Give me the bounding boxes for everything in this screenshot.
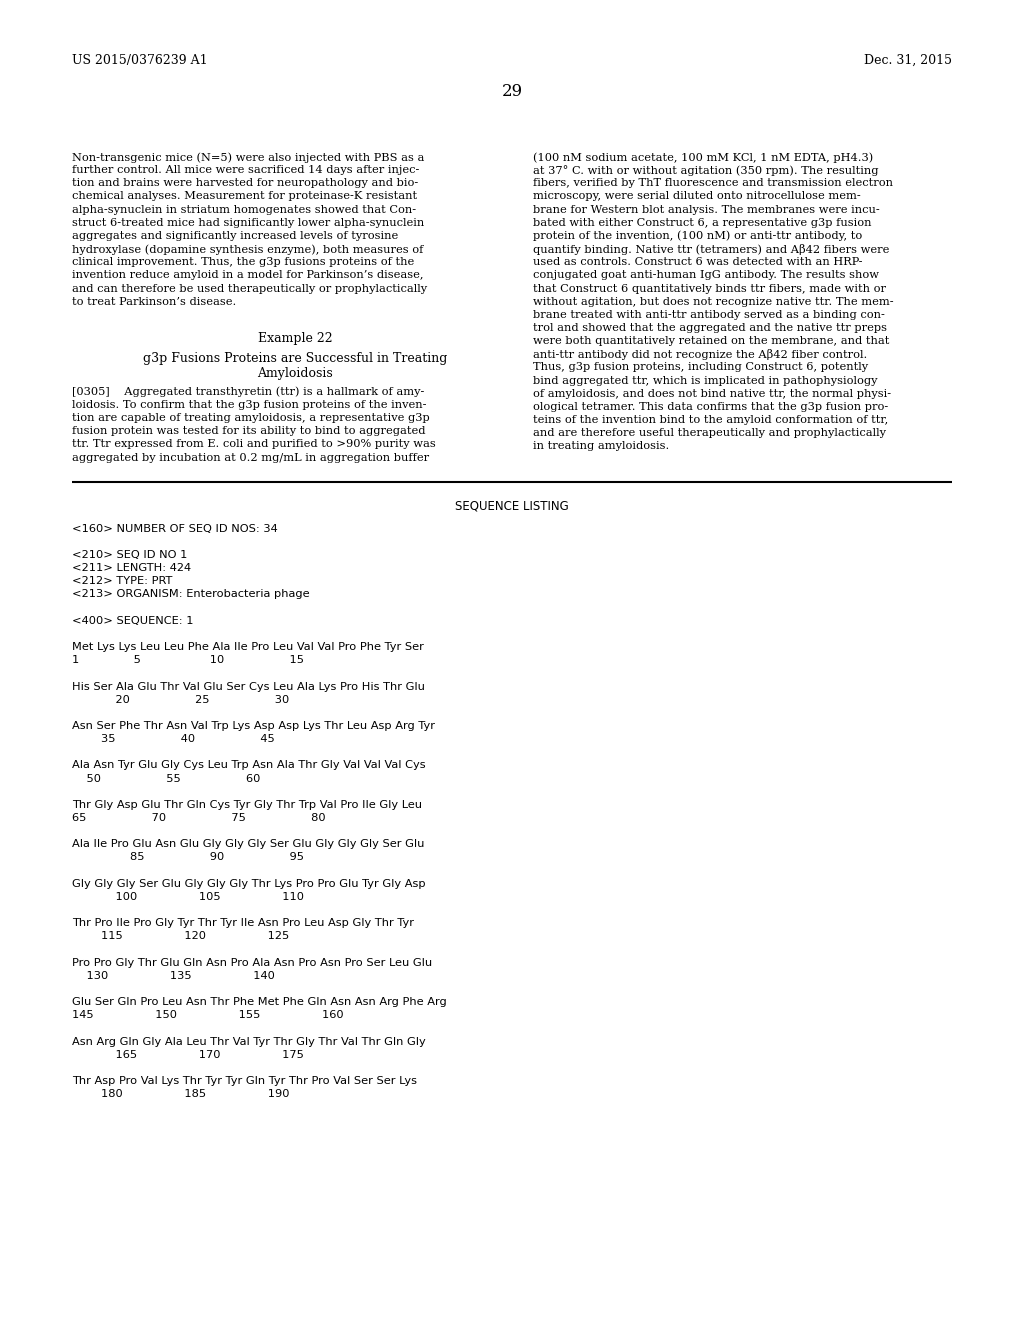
Text: <213> ORGANISM: Enterobacteria phage: <213> ORGANISM: Enterobacteria phage [72, 590, 309, 599]
Text: aggregated by incubation at 0.2 mg/mL in aggregation buffer: aggregated by incubation at 0.2 mg/mL in… [72, 453, 429, 462]
Text: ttr. Ttr expressed from E. coli and purified to >90% purity was: ttr. Ttr expressed from E. coli and puri… [72, 440, 436, 449]
Text: struct 6-treated mice had significantly lower alpha-synuclein: struct 6-treated mice had significantly … [72, 218, 424, 228]
Text: Amyloidosis: Amyloidosis [257, 367, 333, 380]
Text: Asn Ser Phe Thr Asn Val Trp Lys Asp Asp Lys Thr Leu Asp Arg Tyr: Asn Ser Phe Thr Asn Val Trp Lys Asp Asp … [72, 721, 435, 731]
Text: tion and brains were harvested for neuropathology and bio-: tion and brains were harvested for neuro… [72, 178, 418, 189]
Text: Thr Asp Pro Val Lys Thr Tyr Tyr Gln Tyr Thr Pro Val Ser Ser Lys: Thr Asp Pro Val Lys Thr Tyr Tyr Gln Tyr … [72, 1076, 417, 1086]
Text: Asn Arg Gln Gly Ala Leu Thr Val Tyr Thr Gly Thr Val Thr Gln Gly: Asn Arg Gln Gly Ala Leu Thr Val Tyr Thr … [72, 1036, 426, 1047]
Text: fusion protein was tested for its ability to bind to aggregated: fusion protein was tested for its abilit… [72, 426, 426, 436]
Text: invention reduce amyloid in a model for Parkinson’s disease,: invention reduce amyloid in a model for … [72, 271, 424, 280]
Text: fibers, verified by ThT fluorescence and transmission electron: fibers, verified by ThT fluorescence and… [534, 178, 893, 189]
Text: Thus, g3p fusion proteins, including Construct 6, potently: Thus, g3p fusion proteins, including Con… [534, 363, 868, 372]
Text: further control. All mice were sacrificed 14 days after injec-: further control. All mice were sacrifice… [72, 165, 420, 176]
Text: clinical improvement. Thus, the g3p fusions proteins of the: clinical improvement. Thus, the g3p fusi… [72, 257, 415, 267]
Text: chemical analyses. Measurement for proteinase-K resistant: chemical analyses. Measurement for prote… [72, 191, 417, 202]
Text: g3p Fusions Proteins are Successful in Treating: g3p Fusions Proteins are Successful in T… [142, 352, 447, 364]
Text: <160> NUMBER OF SEQ ID NOS: 34: <160> NUMBER OF SEQ ID NOS: 34 [72, 524, 278, 533]
Text: of amyloidosis, and does not bind native ttr, the normal physi-: of amyloidosis, and does not bind native… [534, 388, 891, 399]
Text: were both quantitatively retained on the membrane, and that: were both quantitatively retained on the… [534, 337, 890, 346]
Text: Gly Gly Gly Ser Glu Gly Gly Gly Thr Lys Pro Pro Glu Tyr Gly Asp: Gly Gly Gly Ser Glu Gly Gly Gly Thr Lys … [72, 879, 426, 888]
Text: in treating amyloidosis.: in treating amyloidosis. [534, 441, 670, 451]
Text: protein of the invention, (100 nM) or anti-ttr antibody, to: protein of the invention, (100 nM) or an… [534, 231, 862, 242]
Text: 65                  70                  75                  80: 65 70 75 80 [72, 813, 326, 822]
Text: bind aggregated ttr, which is implicated in pathophysiology: bind aggregated ttr, which is implicated… [534, 376, 878, 385]
Text: Pro Pro Gly Thr Glu Gln Asn Pro Ala Asn Pro Asn Pro Ser Leu Glu: Pro Pro Gly Thr Glu Gln Asn Pro Ala Asn … [72, 957, 432, 968]
Text: teins of the invention bind to the amyloid conformation of ttr,: teins of the invention bind to the amylo… [534, 414, 888, 425]
Text: Glu Ser Gln Pro Leu Asn Thr Phe Met Phe Gln Asn Asn Arg Phe Arg: Glu Ser Gln Pro Leu Asn Thr Phe Met Phe … [72, 997, 446, 1007]
Text: 85                  90                  95: 85 90 95 [72, 853, 304, 862]
Text: Thr Pro Ile Pro Gly Tyr Thr Tyr Ile Asn Pro Leu Asp Gly Thr Tyr: Thr Pro Ile Pro Gly Tyr Thr Tyr Ile Asn … [72, 919, 414, 928]
Text: 35                  40                  45: 35 40 45 [72, 734, 274, 744]
Text: Non-transgenic mice (N=5) were also injected with PBS as a: Non-transgenic mice (N=5) were also inje… [72, 152, 424, 162]
Text: 50                  55                  60: 50 55 60 [72, 774, 260, 784]
Text: Met Lys Lys Leu Leu Phe Ala Ile Pro Leu Val Val Pro Phe Tyr Ser: Met Lys Lys Leu Leu Phe Ala Ile Pro Leu … [72, 642, 424, 652]
Text: alpha-synuclein in striatum homogenates showed that Con-: alpha-synuclein in striatum homogenates … [72, 205, 416, 215]
Text: 130                 135                 140: 130 135 140 [72, 970, 274, 981]
Text: trol and showed that the aggregated and the native ttr preps: trol and showed that the aggregated and … [534, 323, 887, 333]
Text: <211> LENGTH: 424: <211> LENGTH: 424 [72, 564, 191, 573]
Text: at 37° C. with or without agitation (350 rpm). The resulting: at 37° C. with or without agitation (350… [534, 165, 879, 176]
Text: quantify binding. Native ttr (tetramers) and Aβ42 fibers were: quantify binding. Native ttr (tetramers)… [534, 244, 890, 255]
Text: (100 nM sodium acetate, 100 mM KCl, 1 nM EDTA, pH4.3): (100 nM sodium acetate, 100 mM KCl, 1 nM… [534, 152, 873, 162]
Text: conjugated goat anti-human IgG antibody. The results show: conjugated goat anti-human IgG antibody.… [534, 271, 879, 280]
Text: <212> TYPE: PRT: <212> TYPE: PRT [72, 577, 172, 586]
Text: aggregates and significantly increased levels of tyrosine: aggregates and significantly increased l… [72, 231, 398, 242]
Text: ological tetramer. This data confirms that the g3p fusion pro-: ological tetramer. This data confirms th… [534, 401, 888, 412]
Text: to treat Parkinson’s disease.: to treat Parkinson’s disease. [72, 297, 237, 306]
Text: <210> SEQ ID NO 1: <210> SEQ ID NO 1 [72, 550, 187, 560]
Text: 20                  25                  30: 20 25 30 [72, 694, 289, 705]
Text: microscopy, were serial diluted onto nitrocellulose mem-: microscopy, were serial diluted onto nit… [534, 191, 861, 202]
Text: loidosis. To confirm that the g3p fusion proteins of the inven-: loidosis. To confirm that the g3p fusion… [72, 400, 427, 411]
Text: brane for Western blot analysis. The membranes were incu-: brane for Western blot analysis. The mem… [534, 205, 880, 215]
Text: 145                 150                 155                 160: 145 150 155 160 [72, 1010, 344, 1020]
Text: brane treated with anti-ttr antibody served as a binding con-: brane treated with anti-ttr antibody ser… [534, 310, 885, 319]
Text: bated with either Construct 6, a representative g3p fusion: bated with either Construct 6, a represe… [534, 218, 871, 228]
Text: 180                 185                 190: 180 185 190 [72, 1089, 290, 1100]
Text: His Ser Ala Glu Thr Val Glu Ser Cys Leu Ala Lys Pro His Thr Glu: His Ser Ala Glu Thr Val Glu Ser Cys Leu … [72, 681, 425, 692]
Text: <400> SEQUENCE: 1: <400> SEQUENCE: 1 [72, 615, 194, 626]
Text: without agitation, but does not recognize native ttr. The mem-: without agitation, but does not recogniz… [534, 297, 894, 306]
Text: and can therefore be used therapeutically or prophylactically: and can therefore be used therapeuticall… [72, 284, 427, 293]
Text: [0305]    Aggregated transthyretin (ttr) is a hallmark of amy-: [0305] Aggregated transthyretin (ttr) is… [72, 387, 424, 397]
Text: 1               5                   10                  15: 1 5 10 15 [72, 655, 304, 665]
Text: that Construct 6 quantitatively binds ttr fibers, made with or: that Construct 6 quantitatively binds tt… [534, 284, 886, 293]
Text: 29: 29 [502, 83, 522, 100]
Text: Example 22: Example 22 [258, 331, 333, 345]
Text: 100                 105                 110: 100 105 110 [72, 892, 304, 902]
Text: Ala Asn Tyr Glu Gly Cys Leu Trp Asn Ala Thr Gly Val Val Val Cys: Ala Asn Tyr Glu Gly Cys Leu Trp Asn Ala … [72, 760, 426, 771]
Text: 115                 120                 125: 115 120 125 [72, 932, 289, 941]
Text: 165                 170                 175: 165 170 175 [72, 1049, 304, 1060]
Text: SEQUENCE LISTING: SEQUENCE LISTING [455, 500, 569, 512]
Text: anti-ttr antibody did not recognize the Aβ42 fiber control.: anti-ttr antibody did not recognize the … [534, 350, 867, 360]
Text: Ala Ile Pro Glu Asn Glu Gly Gly Gly Ser Glu Gly Gly Gly Ser Glu: Ala Ile Pro Glu Asn Glu Gly Gly Gly Ser … [72, 840, 424, 849]
Text: tion are capable of treating amyloidosis, a representative g3p: tion are capable of treating amyloidosis… [72, 413, 430, 424]
Text: Thr Gly Asp Glu Thr Gln Cys Tyr Gly Thr Trp Val Pro Ile Gly Leu: Thr Gly Asp Glu Thr Gln Cys Tyr Gly Thr … [72, 800, 422, 810]
Text: and are therefore useful therapeutically and prophylactically: and are therefore useful therapeutically… [534, 428, 886, 438]
Text: Dec. 31, 2015: Dec. 31, 2015 [864, 54, 952, 67]
Text: hydroxylase (dopamine synthesis enzyme), both measures of: hydroxylase (dopamine synthesis enzyme),… [72, 244, 423, 255]
Text: US 2015/0376239 A1: US 2015/0376239 A1 [72, 54, 208, 67]
Text: used as controls. Construct 6 was detected with an HRP-: used as controls. Construct 6 was detect… [534, 257, 862, 267]
